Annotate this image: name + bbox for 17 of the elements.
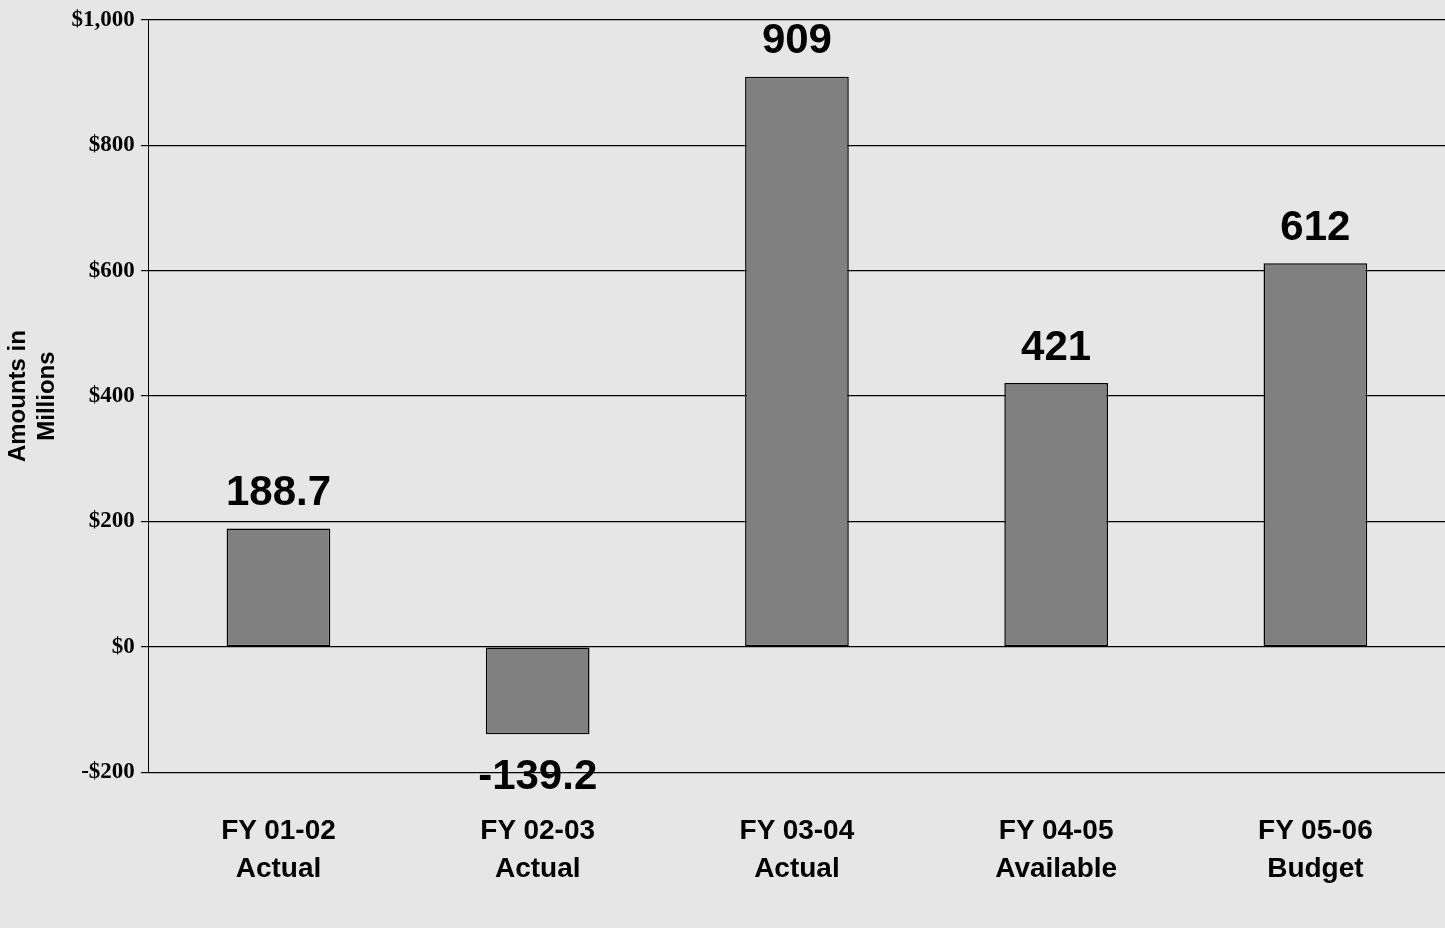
x-tick-label: FY 02-03 Actual xyxy=(480,814,596,883)
data-label: 188.7 xyxy=(225,467,332,515)
y-tick-label: $600 xyxy=(88,256,135,282)
x-tick-label: FY 04-05 Available xyxy=(995,814,1118,883)
y-tick-label: $200 xyxy=(88,507,135,533)
x-tick-label: FY 01-02 Actual xyxy=(221,814,336,883)
data-label: 612 xyxy=(1280,201,1351,249)
y-axis-title: Amounts in Millions xyxy=(3,330,59,463)
y-tick-label: $0 xyxy=(111,632,135,658)
x-tick-label: FY 03-04 Actual xyxy=(739,814,855,883)
x-tick-label: FY 05-06 Budget xyxy=(1258,814,1373,883)
y-tick-label: -$200 xyxy=(81,758,135,784)
y-tick-label: $1,000 xyxy=(71,5,135,31)
data-label: 909 xyxy=(761,15,832,63)
data-label: 421 xyxy=(1021,321,1092,369)
y-tick-label: $400 xyxy=(88,382,135,408)
y-tick-label: $800 xyxy=(88,131,135,157)
